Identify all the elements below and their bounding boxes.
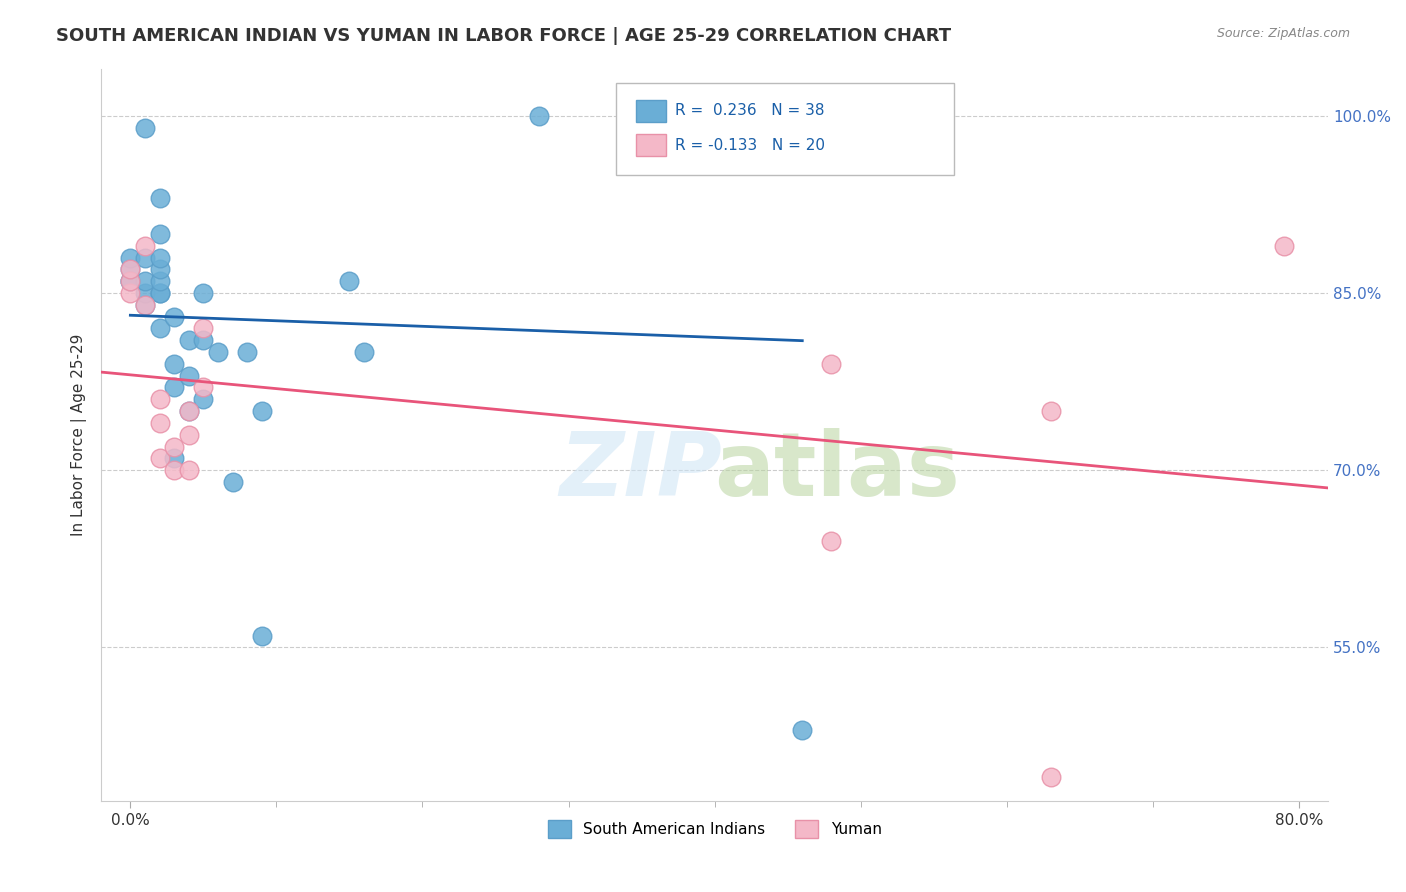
Point <box>148 251 170 265</box>
Point <box>148 321 170 335</box>
Point <box>148 274 170 288</box>
Point <box>120 262 142 277</box>
Point <box>1039 404 1062 418</box>
Point <box>163 451 186 466</box>
Text: R = -0.133   N = 20: R = -0.133 N = 20 <box>675 138 825 153</box>
Point <box>120 262 142 277</box>
Point <box>163 357 186 371</box>
Point <box>193 380 215 394</box>
Text: SOUTH AMERICAN INDIAN VS YUMAN IN LABOR FORCE | AGE 25-29 CORRELATION CHART: SOUTH AMERICAN INDIAN VS YUMAN IN LABOR … <box>56 27 952 45</box>
Point <box>820 534 842 549</box>
Point <box>134 298 156 312</box>
Point <box>776 109 799 123</box>
Point <box>353 345 375 359</box>
Point <box>134 238 156 252</box>
Point <box>148 285 170 300</box>
Point <box>177 463 200 477</box>
Point <box>163 463 186 477</box>
Y-axis label: In Labor Force | Age 25-29: In Labor Force | Age 25-29 <box>72 334 87 536</box>
Point <box>177 404 200 418</box>
Point <box>134 120 156 135</box>
Point <box>148 392 170 407</box>
Point <box>148 416 170 430</box>
Point <box>148 285 170 300</box>
Point <box>193 392 215 407</box>
Point <box>250 628 273 642</box>
Point <box>120 274 142 288</box>
FancyBboxPatch shape <box>616 83 953 175</box>
Point <box>148 451 170 466</box>
Text: R =  0.236   N = 38: R = 0.236 N = 38 <box>675 103 825 119</box>
Point <box>120 274 142 288</box>
Point <box>148 227 170 241</box>
Point <box>1039 770 1062 784</box>
Text: ZIP: ZIP <box>560 428 723 515</box>
Point <box>134 298 156 312</box>
Point <box>250 404 273 418</box>
FancyBboxPatch shape <box>636 135 665 156</box>
Text: atlas: atlas <box>714 428 960 515</box>
Point <box>163 380 186 394</box>
Point <box>630 109 652 123</box>
Point <box>177 333 200 347</box>
Point <box>193 285 215 300</box>
Point <box>148 262 170 277</box>
Point <box>221 475 243 489</box>
Point <box>120 251 142 265</box>
Point <box>177 427 200 442</box>
Legend: South American Indians, Yuman: South American Indians, Yuman <box>541 814 887 845</box>
Point <box>163 310 186 324</box>
Point <box>134 251 156 265</box>
Point <box>148 191 170 205</box>
Point <box>820 357 842 371</box>
Point <box>236 345 259 359</box>
FancyBboxPatch shape <box>636 100 665 122</box>
Point <box>120 274 142 288</box>
Point <box>120 285 142 300</box>
Point <box>529 109 551 123</box>
Point <box>207 345 229 359</box>
Point <box>163 440 186 454</box>
Point <box>193 321 215 335</box>
Point <box>177 368 200 383</box>
Point <box>1272 238 1295 252</box>
Text: Source: ZipAtlas.com: Source: ZipAtlas.com <box>1216 27 1350 40</box>
Point <box>193 333 215 347</box>
Point <box>339 274 361 288</box>
Point <box>134 285 156 300</box>
Point <box>134 274 156 288</box>
Point <box>177 404 200 418</box>
Point <box>792 723 814 737</box>
